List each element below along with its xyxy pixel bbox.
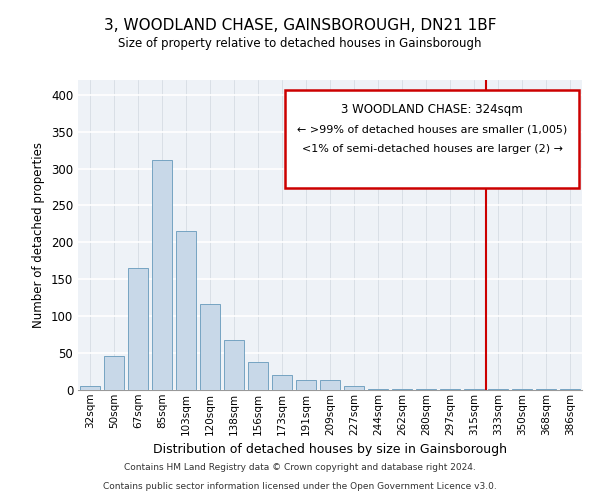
Bar (200, 304, 220, 390)
Bar (368, 388, 388, 390)
Bar (128, 268, 148, 390)
Bar (152, 160, 172, 390)
Text: ← >99% of detached houses are smaller (1,005): ← >99% of detached houses are smaller (1… (297, 124, 567, 134)
Text: <1% of semi-detached houses are larger (2) →: <1% of semi-detached houses are larger (… (302, 144, 563, 154)
Bar (80, 386, 100, 390)
Text: Size of property relative to detached houses in Gainsborough: Size of property relative to detached ho… (118, 38, 482, 51)
Text: Contains HM Land Registry data © Crown copyright and database right 2024.: Contains HM Land Registry data © Crown c… (124, 464, 476, 472)
X-axis label: Distribution of detached houses by size in Gainsborough: Distribution of detached houses by size … (153, 443, 507, 456)
Text: 3, WOODLAND CHASE, GAINSBOROUGH, DN21 1BF: 3, WOODLAND CHASE, GAINSBOROUGH, DN21 1B… (104, 18, 496, 32)
Bar (320, 380, 340, 390)
Bar (392, 388, 412, 390)
Text: 3 WOODLAND CHASE: 324sqm: 3 WOODLAND CHASE: 324sqm (341, 102, 523, 116)
Bar (344, 386, 364, 390)
Bar (224, 340, 244, 390)
Bar (176, 230, 196, 390)
Bar (104, 356, 124, 390)
Bar (248, 362, 268, 390)
Bar (296, 380, 316, 390)
Bar (272, 375, 292, 390)
Text: Contains public sector information licensed under the Open Government Licence v3: Contains public sector information licen… (103, 482, 497, 491)
Y-axis label: Number of detached properties: Number of detached properties (32, 142, 46, 328)
